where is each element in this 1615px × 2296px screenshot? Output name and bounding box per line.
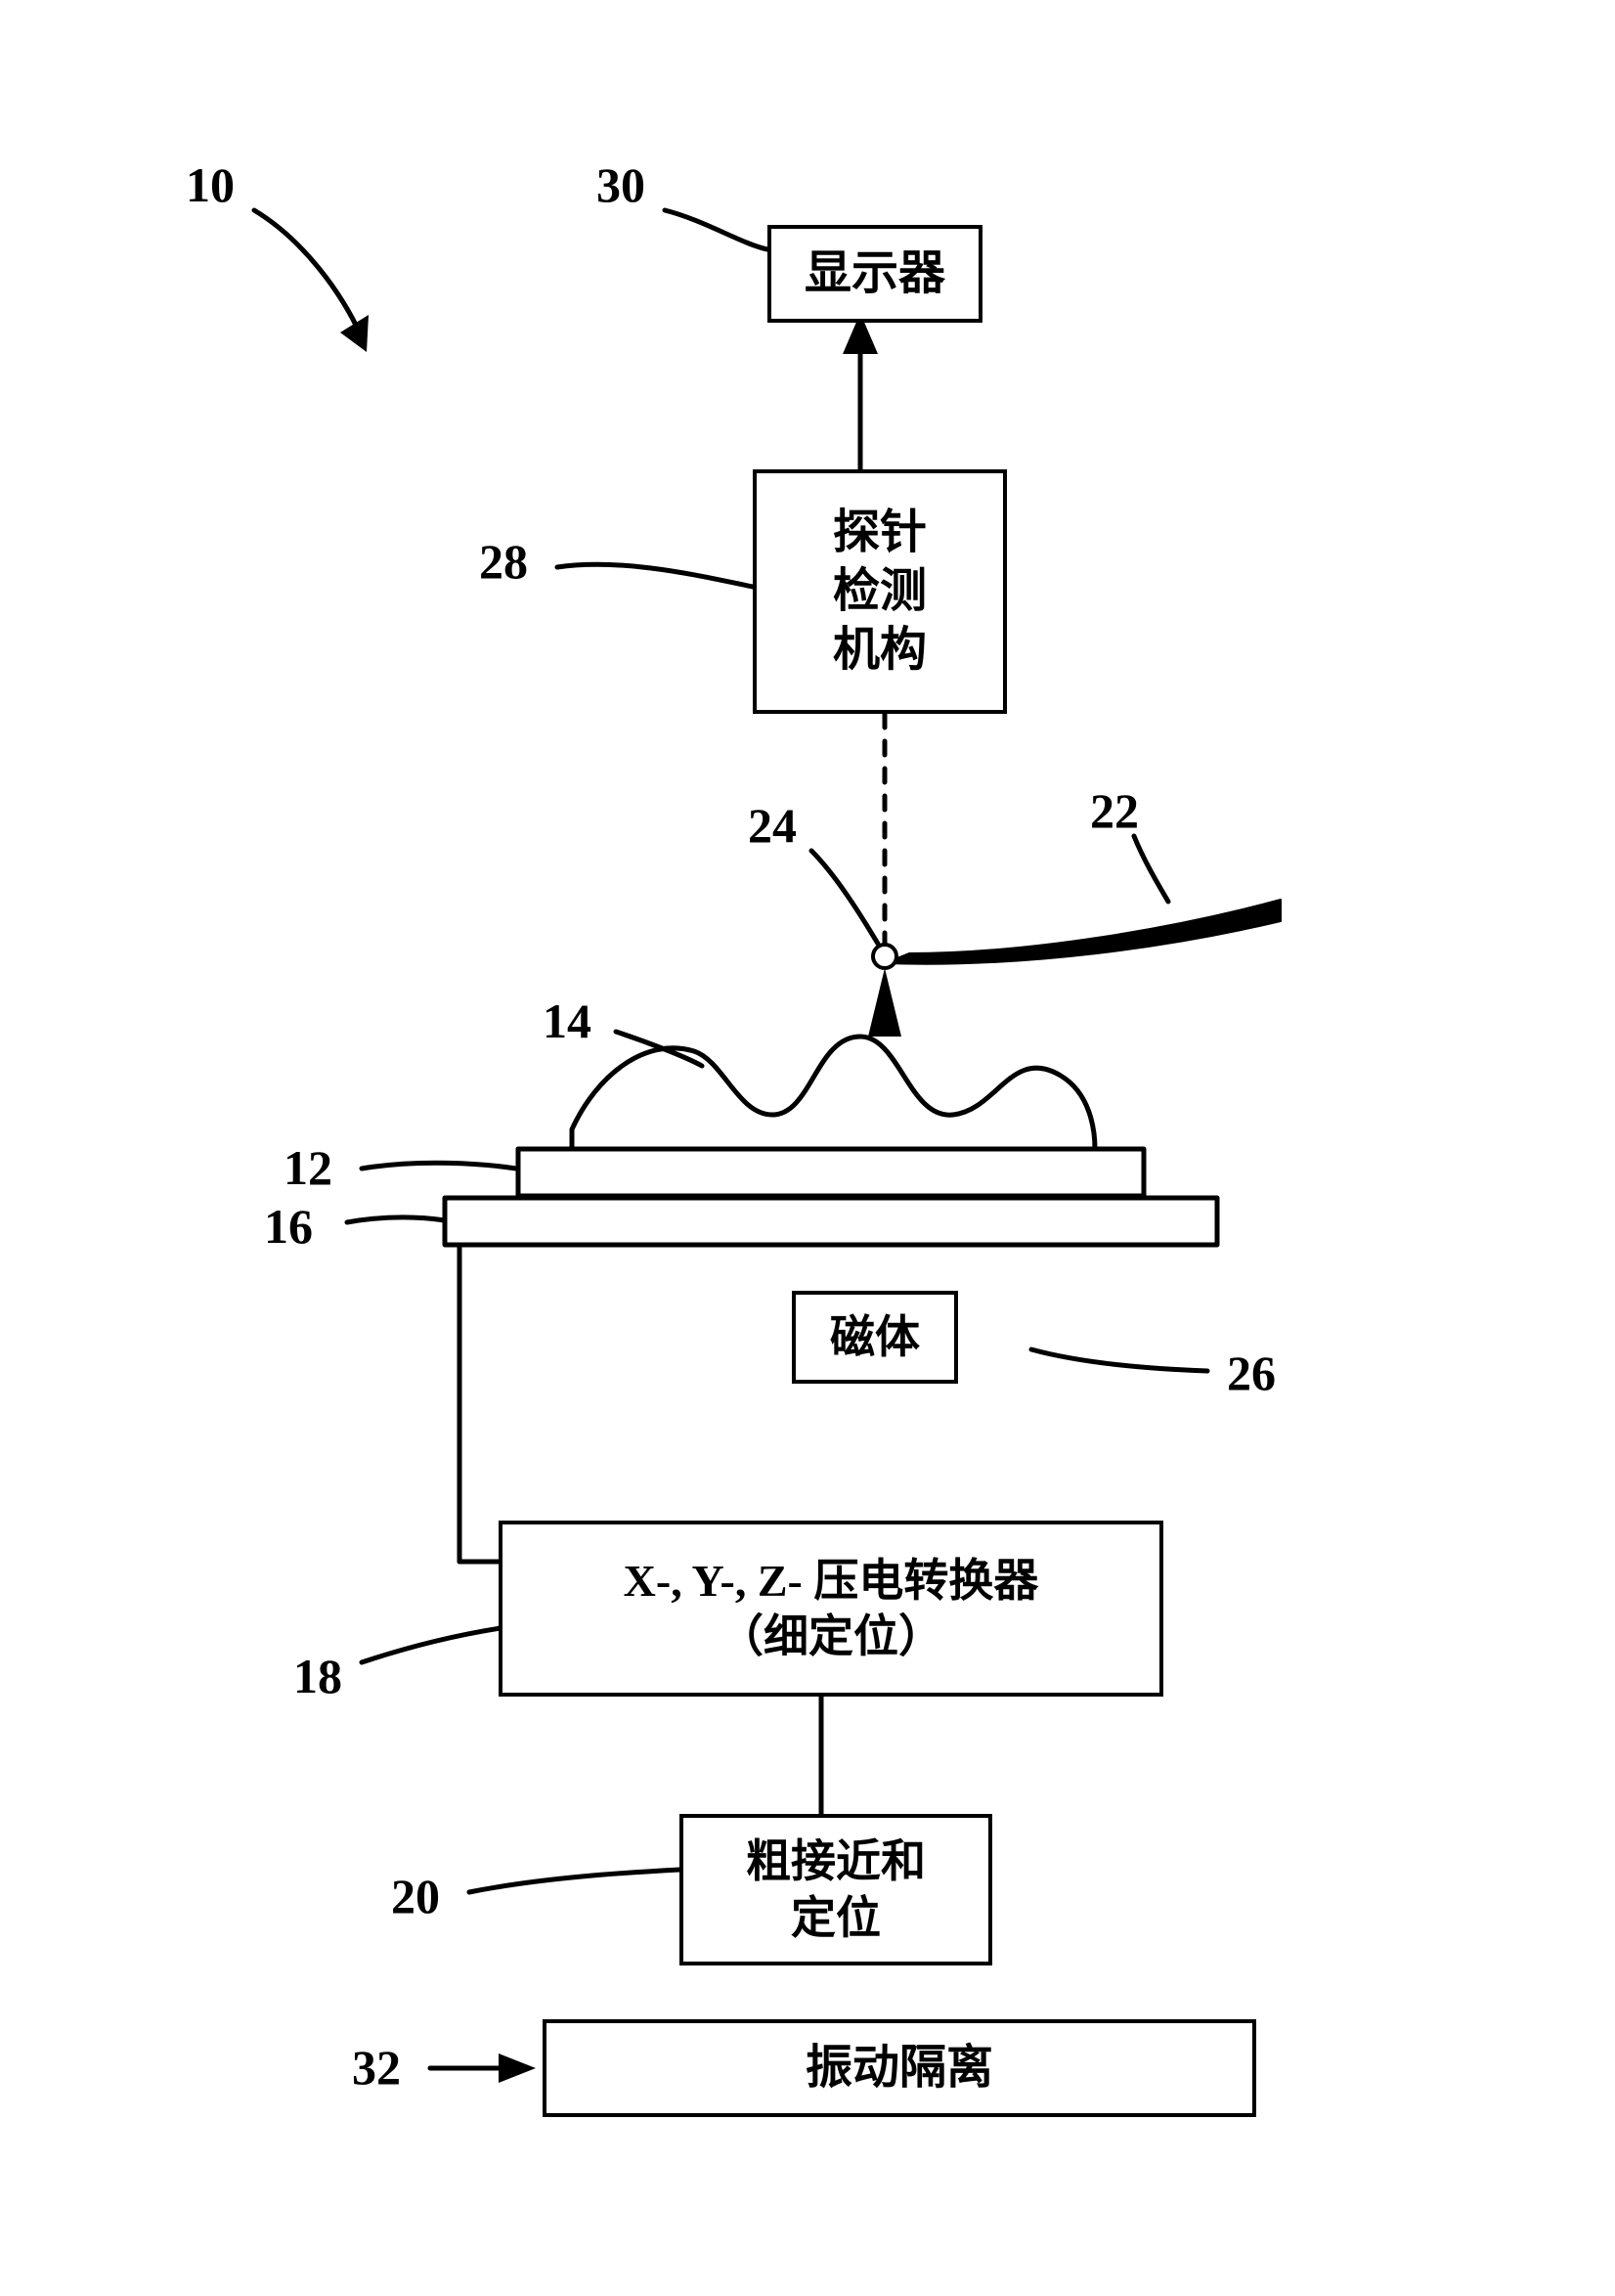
coarse-box: 粗接近和 定位 [679,1814,992,1965]
piezo-box: X-, Y-, Z- 压电转换器 （细定位） [499,1521,1163,1697]
piezo-box-text: X-, Y-, Z- 压电转换器 （细定位） [624,1553,1039,1665]
ref-22: 22 [1090,782,1139,839]
display-box: 显示器 [767,225,982,323]
ref-16: 16 [264,1198,313,1255]
magnet-box: 磁体 [792,1291,958,1384]
isolation-box: 振动隔离 [543,2019,1256,2117]
isolation-box-text: 振动隔离 [806,2039,993,2097]
display-box-text: 显示器 [805,244,945,303]
magnet-box-text: 磁体 [830,1309,920,1366]
ref-20: 20 [391,1868,440,1924]
ref-26: 26 [1227,1345,1276,1401]
ref-14: 14 [543,993,591,1049]
ref-30: 30 [596,156,645,213]
ref-28: 28 [479,533,528,590]
ref-32: 32 [352,2039,401,2096]
coarse-box-text: 粗接近和 定位 [746,1833,926,1946]
detector-box-text: 探针 检测 机构 [833,504,927,680]
ref-12: 12 [284,1139,332,1196]
ref-10: 10 [186,156,235,213]
detector-box: 探针 检测 机构 [753,469,1007,714]
ref-24: 24 [748,797,797,854]
ref-18: 18 [293,1648,342,1704]
